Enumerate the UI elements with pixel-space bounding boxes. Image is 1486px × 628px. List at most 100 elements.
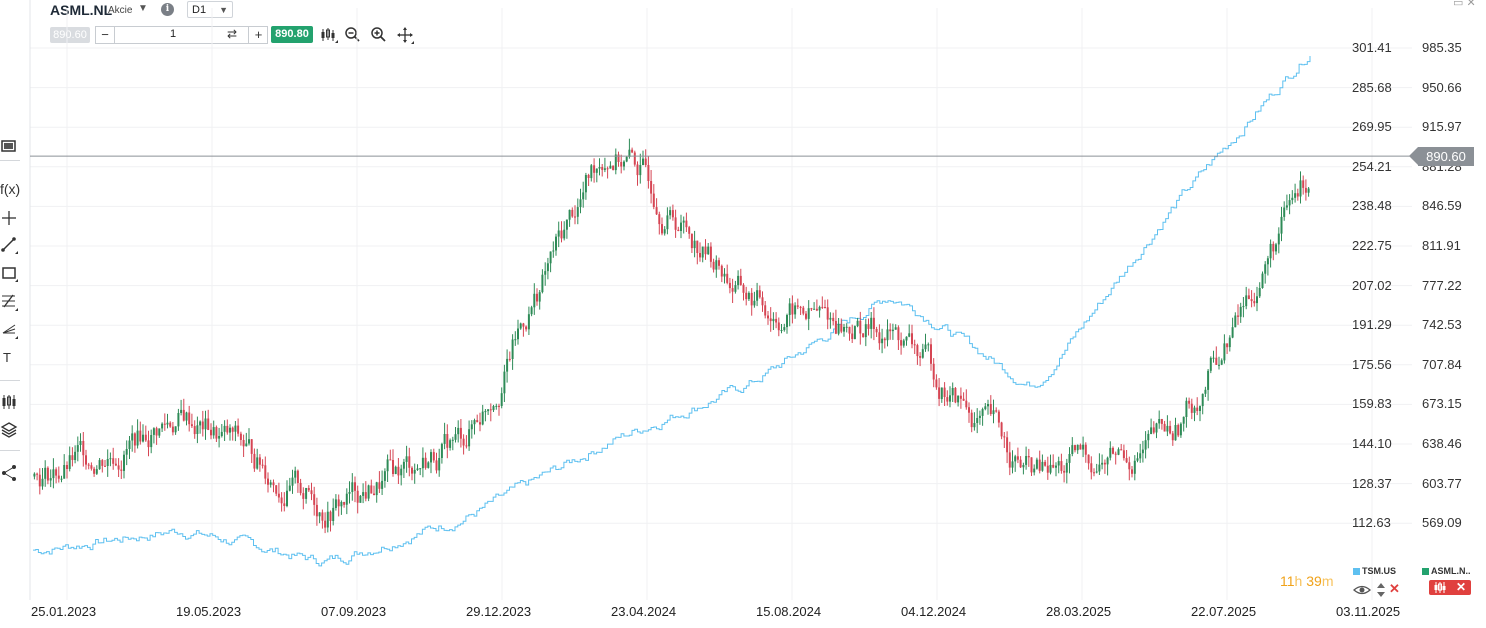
- asml-candle-body: [334, 499, 337, 508]
- text-tool-icon[interactable]: T: [3, 350, 11, 365]
- asml-candle-body: [579, 199, 582, 208]
- asml-candle-body: [595, 168, 598, 173]
- asml-series-controls[interactable]: ✕: [1429, 580, 1471, 595]
- asml-candle-body: [207, 418, 210, 430]
- current-price-tag: 890.60: [1418, 146, 1474, 166]
- layers-icon[interactable]: [0, 420, 18, 440]
- time-axis-tick: 04.12.2024: [901, 604, 967, 619]
- asml-candle-body: [1253, 301, 1256, 304]
- asml-candle-body: [479, 422, 481, 425]
- asml-candle-body: [218, 436, 221, 439]
- line-tool-icon[interactable]: [0, 235, 18, 255]
- right-axis-tick: 846.59: [1422, 198, 1462, 214]
- fibonacci-tool-icon[interactable]: [0, 292, 18, 312]
- asml-candle-body: [875, 329, 878, 333]
- asml-candle-body: [590, 165, 593, 179]
- asml-candle-body: [158, 428, 161, 436]
- asml-candle-body: [405, 456, 408, 462]
- asml-candle-body: [1242, 306, 1245, 308]
- asml-candle-body: [451, 439, 454, 441]
- asml-candle-body: [1196, 407, 1199, 411]
- asml-candle-body: [598, 167, 601, 169]
- asml-candle-body: [223, 425, 226, 432]
- asml-candle-body: [685, 220, 688, 228]
- right-axis-tick: 707.84: [1422, 356, 1462, 372]
- asml-legend-label[interactable]: ASML.N..: [1431, 566, 1471, 576]
- asml-candle-body: [1114, 453, 1117, 455]
- asml-candle-body: [180, 409, 183, 413]
- info-icon[interactable]: i: [161, 3, 174, 16]
- quantity-minus-button[interactable]: −: [96, 27, 115, 43]
- zoom-in-icon[interactable]: [369, 25, 389, 45]
- asml-candle-body: [669, 210, 672, 216]
- share-icon[interactable]: [0, 463, 18, 483]
- asml-candle-body: [1261, 273, 1264, 288]
- asml-candle-body: [1231, 327, 1234, 338]
- left-axis-tick: 159.83: [1352, 396, 1392, 412]
- asml-candle-body: [666, 215, 669, 230]
- asml-candle-body: [750, 292, 753, 306]
- asml-candle-body: [658, 214, 661, 225]
- asml-candle-body: [984, 406, 987, 410]
- asml-candle-body: [1226, 343, 1229, 348]
- asml-candle-body: [123, 454, 125, 471]
- buy-button[interactable]: 890.80: [271, 26, 313, 43]
- crosshair-icon[interactable]: [0, 208, 18, 228]
- timeframe-select[interactable]: D1 ▼: [187, 1, 233, 18]
- asml-candle-body: [212, 427, 215, 436]
- rectangle-tool-icon[interactable]: [0, 263, 18, 283]
- asml-candle-body: [280, 497, 283, 504]
- asml-candle-body: [593, 165, 596, 173]
- asml-candle-body: [1272, 243, 1275, 252]
- asml-candle-body: [772, 318, 775, 322]
- asml-candle-body: [1046, 465, 1049, 473]
- symbol-dropdown-icon[interactable]: ▼: [138, 3, 148, 14]
- asml-candle-body: [313, 494, 316, 505]
- asml-candle-body: [1003, 436, 1006, 438]
- asml-candle-body: [1266, 258, 1269, 265]
- indicators-icon[interactable]: f(x): [0, 181, 21, 197]
- tsm-legend-label[interactable]: TSM.US: [1362, 566, 1397, 576]
- window-controls[interactable]: ▭ ✕: [1453, 0, 1476, 9]
- asml-candle-body: [87, 464, 90, 466]
- move-icon[interactable]: [395, 25, 415, 45]
- asml-candle-body: [307, 488, 310, 491]
- right-axis-tick: 742.53: [1422, 317, 1462, 333]
- asml-candle-body: [647, 165, 650, 181]
- asml-candle-body: [459, 427, 462, 439]
- timer-hours: 11: [1280, 573, 1295, 589]
- asml-candle-body: [769, 318, 772, 322]
- time-axis-tick: 19.05.2023: [176, 604, 242, 619]
- left-axis-tick: 285.68: [1352, 79, 1392, 95]
- reorder-icon[interactable]: [1375, 582, 1387, 598]
- remove-tsm-icon[interactable]: ✕: [1389, 581, 1400, 596]
- candles-icon[interactable]: [0, 392, 18, 412]
- asml-candle-body: [1008, 452, 1011, 468]
- asml-candle-body: [378, 482, 381, 489]
- remove-asml-icon[interactable]: ✕: [1456, 580, 1467, 594]
- symbol-name[interactable]: ASML.NL: [50, 2, 113, 18]
- asml-candle-body: [440, 443, 443, 458]
- quantity-input[interactable]: 1: [169, 28, 177, 40]
- asml-candle-body: [756, 290, 759, 301]
- right-axis-tick: 915.97: [1422, 119, 1462, 135]
- swap-icon[interactable]: ⇄: [226, 27, 238, 41]
- eye-icon[interactable]: [1353, 583, 1371, 597]
- asml-candle-body: [438, 458, 441, 471]
- chart-type-icon[interactable]: [319, 25, 339, 45]
- quantity-field[interactable]: [95, 26, 268, 44]
- panel-icon[interactable]: [0, 137, 18, 157]
- pitchfork-tool-icon[interactable]: [0, 320, 18, 340]
- quantity-plus-button[interactable]: +: [248, 27, 268, 43]
- left-axis-tick: 112.63: [1352, 515, 1391, 531]
- asml-candle-body: [326, 511, 329, 528]
- asml-candle-body: [57, 475, 60, 479]
- sell-button[interactable]: 890.60: [50, 27, 90, 43]
- asml-candle-body: [457, 427, 460, 435]
- asml-candle-body: [881, 338, 884, 344]
- asml-candle-body: [840, 324, 843, 332]
- asml-candle-body: [1041, 461, 1044, 471]
- asml-candle-body: [1117, 449, 1120, 455]
- asml-candle-body: [631, 149, 634, 153]
